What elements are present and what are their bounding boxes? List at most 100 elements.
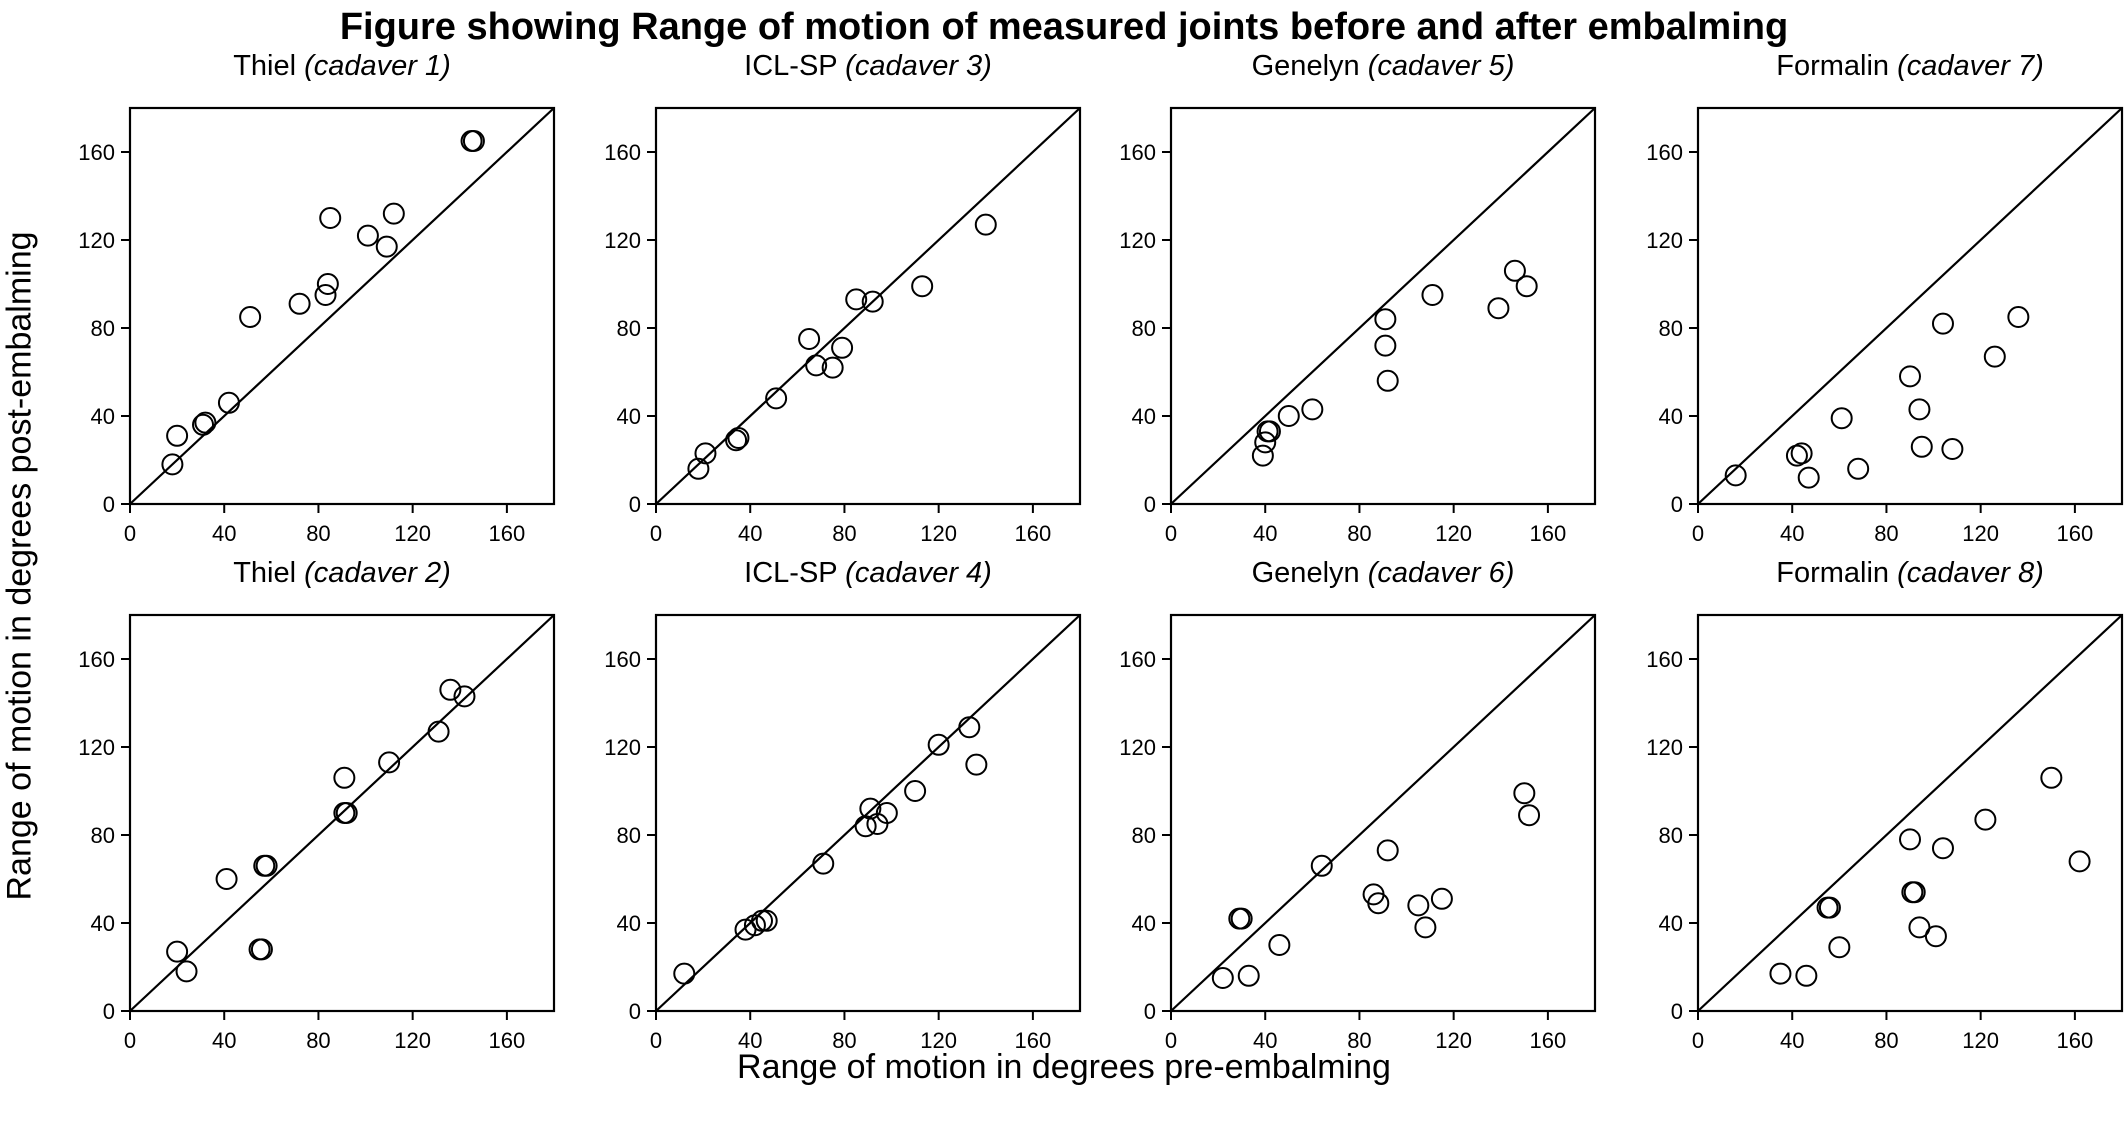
x-tick-label: 120	[920, 521, 957, 546]
x-tick-label: 160	[1015, 1028, 1052, 1053]
data-point	[375, 235, 398, 258]
y-tick-label: 40	[1659, 404, 1683, 429]
data-point	[314, 284, 337, 306]
data-point	[1924, 925, 1947, 948]
x-tick-label: 0	[1165, 521, 1177, 546]
data-point	[1769, 962, 1792, 985]
data-point	[1237, 964, 1260, 987]
data-point	[1430, 887, 1453, 910]
data-point	[1828, 936, 1851, 959]
data-point	[335, 802, 358, 824]
panel-title-subtitle: (cadaver 1)	[304, 50, 451, 82]
x-tick-label: 0	[124, 521, 136, 546]
data-point	[2068, 850, 2091, 873]
data-point	[821, 356, 844, 379]
x-tick-label: 40	[212, 1028, 236, 1053]
plot-frame	[128, 613, 556, 1013]
x-axis-label: Range of motion in degrees pre-embalming	[737, 1048, 1391, 1086]
data-point	[687, 457, 710, 480]
x-tick-label: 80	[1874, 521, 1898, 546]
panel-title-subtitle: (cadaver 2)	[304, 557, 451, 589]
data-point	[1251, 444, 1274, 467]
y-tick-label: 120	[604, 228, 641, 253]
data-point	[1254, 431, 1277, 454]
x-tick-label: 80	[832, 521, 856, 546]
plot-frame	[1696, 106, 2124, 506]
x-tick-label: 160	[1530, 1028, 1567, 1053]
data-point	[239, 306, 262, 328]
y-tick-label: 0	[1144, 999, 1156, 1024]
y-tick-label: 0	[103, 492, 115, 517]
data-point	[1513, 782, 1536, 805]
x-tick-label: 40	[738, 521, 762, 546]
scatter-panel-1: 0 40 80 120 160 0 40 80 120 160	[78, 106, 556, 546]
data-point	[1421, 284, 1444, 306]
panel-title-name: ICL-SP	[744, 50, 846, 82]
data-point	[1376, 369, 1399, 392]
panel-title-subtitle: (cadaver 7)	[1897, 50, 2044, 82]
x-tick-label: 40	[212, 521, 236, 546]
panel-title-subtitle: (cadaver 3)	[845, 50, 992, 82]
data-point	[166, 424, 189, 447]
data-point	[427, 720, 450, 743]
x-tick-label: 40	[1780, 1028, 1804, 1053]
y-tick-label: 0	[1671, 492, 1683, 517]
plot-frame	[1696, 613, 2124, 1013]
data-point	[1899, 828, 1921, 851]
data-point	[1818, 896, 1841, 919]
data-point	[333, 766, 356, 789]
x-tick-label: 120	[394, 1028, 431, 1053]
data-point	[2007, 306, 2030, 328]
data-point	[1230, 907, 1253, 930]
y-tick-label: 80	[617, 316, 641, 341]
data-point	[798, 328, 821, 350]
data-point	[1931, 312, 1954, 335]
data-point	[356, 224, 379, 247]
panel-title: Formalin (cadaver 7)	[1776, 50, 2044, 83]
identity-line	[129, 107, 555, 505]
data-point	[958, 716, 981, 739]
x-tick-label: 80	[1347, 1028, 1371, 1053]
x-tick-label: 160	[2057, 521, 2094, 546]
data-point	[161, 453, 184, 476]
identity-line	[1697, 614, 2123, 1012]
data-point	[1407, 894, 1430, 917]
y-tick-label: 40	[1132, 911, 1156, 936]
data-point	[1503, 259, 1526, 282]
data-point	[194, 411, 217, 434]
data-point	[1974, 808, 1997, 831]
identity-line	[655, 107, 1081, 505]
data-point	[319, 207, 342, 229]
data-point	[965, 753, 988, 776]
x-tick-label: 120	[1962, 521, 1999, 546]
panel-title: Genelyn (cadaver 6)	[1252, 557, 1515, 590]
data-point	[1983, 345, 2006, 368]
data-point	[725, 429, 748, 452]
y-tick-label: 160	[1646, 647, 1683, 672]
data-point	[1518, 804, 1541, 827]
panel-title-name: Thiel	[233, 50, 305, 82]
x-tick-label: 120	[394, 521, 431, 546]
data-point	[1367, 892, 1390, 915]
y-tick-label: 80	[1659, 823, 1683, 848]
data-point	[1908, 398, 1931, 421]
y-tick-label: 120	[78, 735, 115, 760]
data-point	[1931, 837, 1954, 860]
x-tick-label: 80	[306, 521, 330, 546]
data-point	[831, 336, 854, 359]
x-tick-label: 0	[1692, 521, 1704, 546]
y-tick-label: 0	[103, 999, 115, 1024]
data-point	[215, 868, 238, 890]
data-point	[1374, 308, 1397, 331]
x-tick-label: 160	[1015, 521, 1052, 546]
data-point	[1376, 839, 1399, 862]
data-point	[1310, 854, 1333, 877]
y-tick-label: 40	[1132, 404, 1156, 429]
y-tick-label: 0	[629, 492, 641, 517]
scatter-panel-6: 0 40 80 120 160 0 40 80 120 160	[604, 613, 1082, 1053]
plot-frame	[654, 106, 1082, 506]
data-point	[1211, 967, 1234, 989]
data-point	[859, 797, 882, 820]
data-point	[755, 909, 778, 932]
